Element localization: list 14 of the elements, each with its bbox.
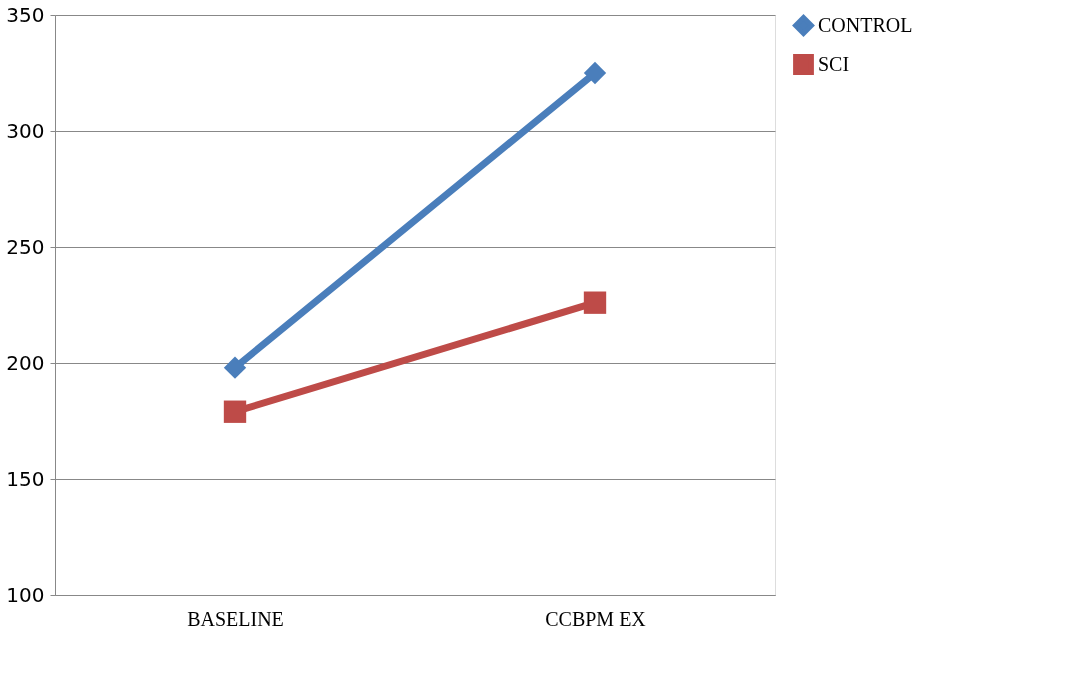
- y-tick-label: 350: [6, 2, 45, 27]
- legend-label: CONTROL: [818, 13, 913, 36]
- point: [223, 400, 247, 423]
- y-tick-label: 300: [6, 118, 45, 143]
- x-tick-label: CCBPM EX: [545, 607, 647, 630]
- point: [583, 61, 607, 85]
- y-tick-label: 200: [6, 350, 45, 375]
- legend-label: SCI: [818, 52, 850, 75]
- y-tick-label: 150: [6, 466, 45, 491]
- point: [583, 291, 607, 314]
- y-tick-label: 100: [6, 582, 45, 607]
- point: [223, 356, 247, 379]
- y-tick-label: 250: [6, 234, 45, 259]
- x-tick-label: BASELINE: [187, 607, 284, 630]
